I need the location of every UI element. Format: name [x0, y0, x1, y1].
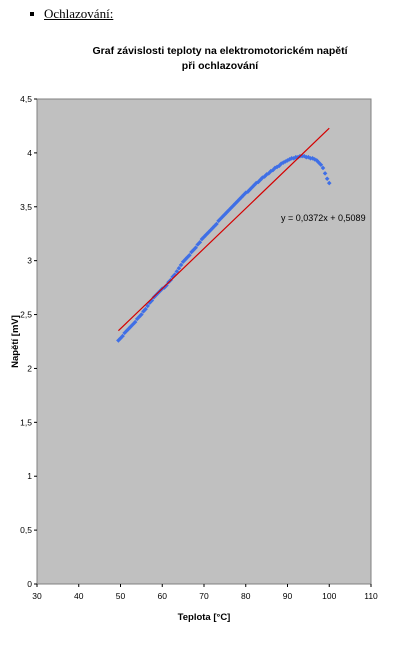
data-point: [224, 209, 230, 215]
data-point: [147, 300, 153, 305]
data-point: [318, 162, 324, 168]
data-point: [134, 316, 140, 322]
x-axis: 30 40 50 60 70 80 90 100 110: [32, 584, 378, 601]
data-point: [164, 283, 169, 288]
section-heading: Ochlazování:: [30, 6, 113, 22]
x-tick-label: 30: [32, 591, 42, 601]
data-point: [258, 177, 263, 183]
data-point: [260, 175, 265, 180]
data-point: [253, 180, 259, 186]
data-point: [182, 257, 188, 262]
data-point: [324, 176, 330, 182]
x-tick-label: 90: [283, 591, 293, 601]
data-point: [136, 314, 142, 320]
data-point: [287, 157, 292, 162]
data-point: [310, 155, 315, 161]
data-point: [203, 232, 209, 238]
data-point: [172, 272, 178, 277]
data-point: [120, 333, 125, 339]
data-point: [241, 192, 246, 198]
data-point: [247, 187, 253, 192]
y-tick-label: 2,5: [20, 310, 32, 320]
data-point: [295, 154, 301, 160]
trendline-equation: y = 0,0372x + 0,5089: [281, 213, 366, 223]
trendline: [117, 127, 330, 332]
x-tick-label: 70: [199, 591, 209, 601]
data-point: [187, 252, 192, 258]
data-point: [174, 269, 180, 274]
chart-title: Graf závislosti teploty na elektromotori…: [40, 44, 400, 74]
data-point: [143, 306, 148, 312]
y-tick-label: 0: [27, 579, 32, 589]
chart-title-line2: při ochlazování: [181, 60, 259, 72]
data-point: [193, 245, 198, 251]
data-point: [245, 189, 251, 194]
data-point: [126, 326, 132, 331]
data-point: [251, 182, 257, 188]
data-point: [130, 321, 136, 327]
data-point: [320, 165, 326, 171]
x-tick-label: 110: [364, 591, 378, 601]
data-point: [141, 309, 146, 314]
data-point: [278, 161, 284, 166]
y-tick-label: 0,5: [20, 525, 32, 535]
data-point: [272, 165, 278, 171]
data-point: [162, 285, 167, 290]
data-point: [228, 205, 234, 211]
data-point: [145, 303, 150, 309]
y-axis-label: Napětí [mV]: [10, 315, 21, 368]
bullet-icon: [30, 12, 34, 17]
x-axis-label: Teplota [°C]: [178, 612, 231, 623]
y-tick-label: 1: [27, 471, 32, 481]
data-point: [220, 214, 226, 219]
data-point: [264, 172, 269, 177]
data-point: [132, 319, 138, 325]
data-point: [124, 328, 130, 334]
plot-area: [36, 98, 372, 585]
data-point: [189, 249, 194, 255]
x-tick-label: 50: [116, 591, 126, 601]
data-point: [322, 171, 328, 176]
x-tick-label: 60: [158, 591, 168, 601]
data-point: [214, 221, 219, 227]
data-point: [262, 174, 267, 179]
data-point: [197, 240, 203, 245]
data-point: [176, 265, 182, 271]
section-heading-text: Ochlazování:: [44, 6, 114, 21]
y-tick-label: 3: [27, 256, 32, 266]
y-axis: 0 0,5 1 1,5 2 2,5 3 3,5 4 4,5: [20, 94, 37, 589]
x-tick-label: 80: [241, 591, 251, 601]
y-tick-label: 1,5: [20, 417, 32, 427]
data-point: [316, 160, 322, 165]
chart-title-line1: Graf závislosti teploty na elektromotori…: [92, 45, 348, 57]
data-point: [255, 179, 261, 185]
x-tick-label: 40: [74, 591, 84, 601]
data-point: [230, 203, 236, 208]
data-point: [139, 312, 144, 317]
data-point: [178, 262, 184, 268]
data-point: [216, 218, 221, 224]
data-point: [285, 158, 290, 163]
data-point: [326, 180, 332, 186]
y-tick-label: 4: [27, 148, 32, 158]
data-point: [205, 230, 211, 235]
data-point: [268, 168, 274, 174]
y-tick-label: 3,5: [20, 202, 32, 212]
data-point: [266, 171, 272, 176]
data-point: [276, 163, 282, 169]
data-point: [306, 154, 311, 160]
data-point: [314, 158, 320, 163]
data-point: [185, 255, 190, 260]
y-tick-label: 2: [27, 363, 32, 373]
data-point: [239, 194, 244, 200]
y-tick-label: 4,5: [20, 94, 32, 104]
x-tick-label: 100: [322, 591, 336, 601]
